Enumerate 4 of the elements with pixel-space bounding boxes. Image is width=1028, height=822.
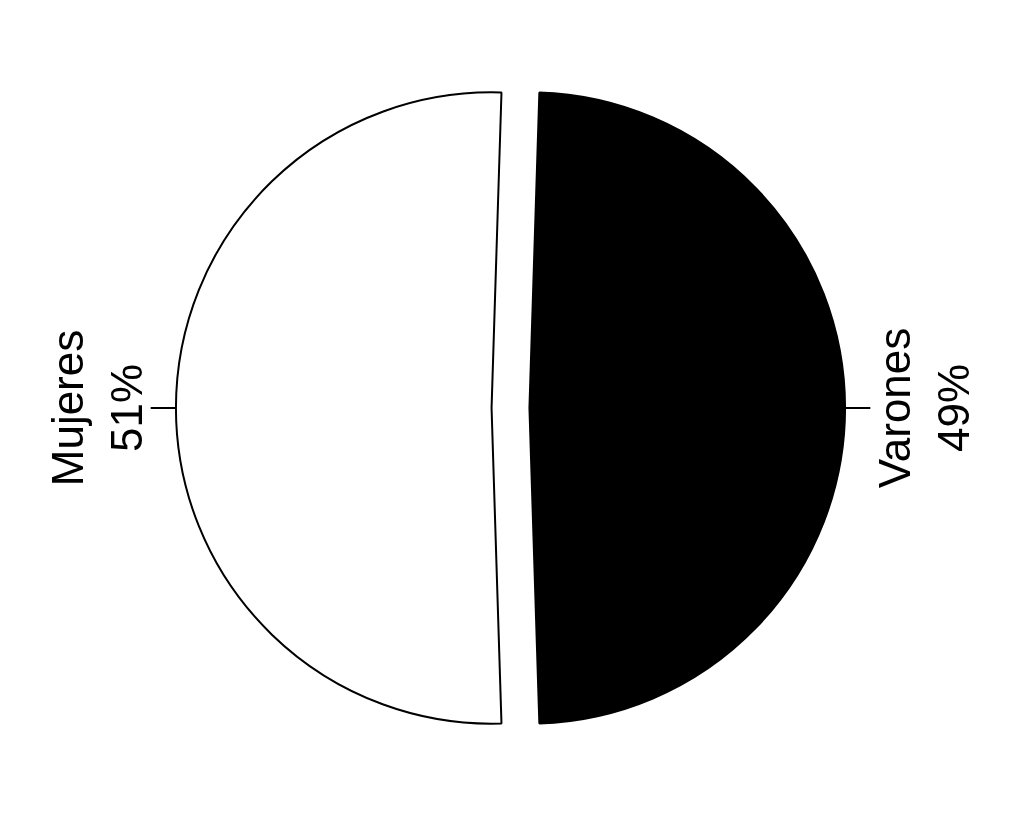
data-label: 51% <box>101 363 151 453</box>
data-label: 49% <box>928 363 978 453</box>
slice-label: Varones <box>870 327 920 489</box>
slice-label: Mujeres <box>43 329 93 487</box>
